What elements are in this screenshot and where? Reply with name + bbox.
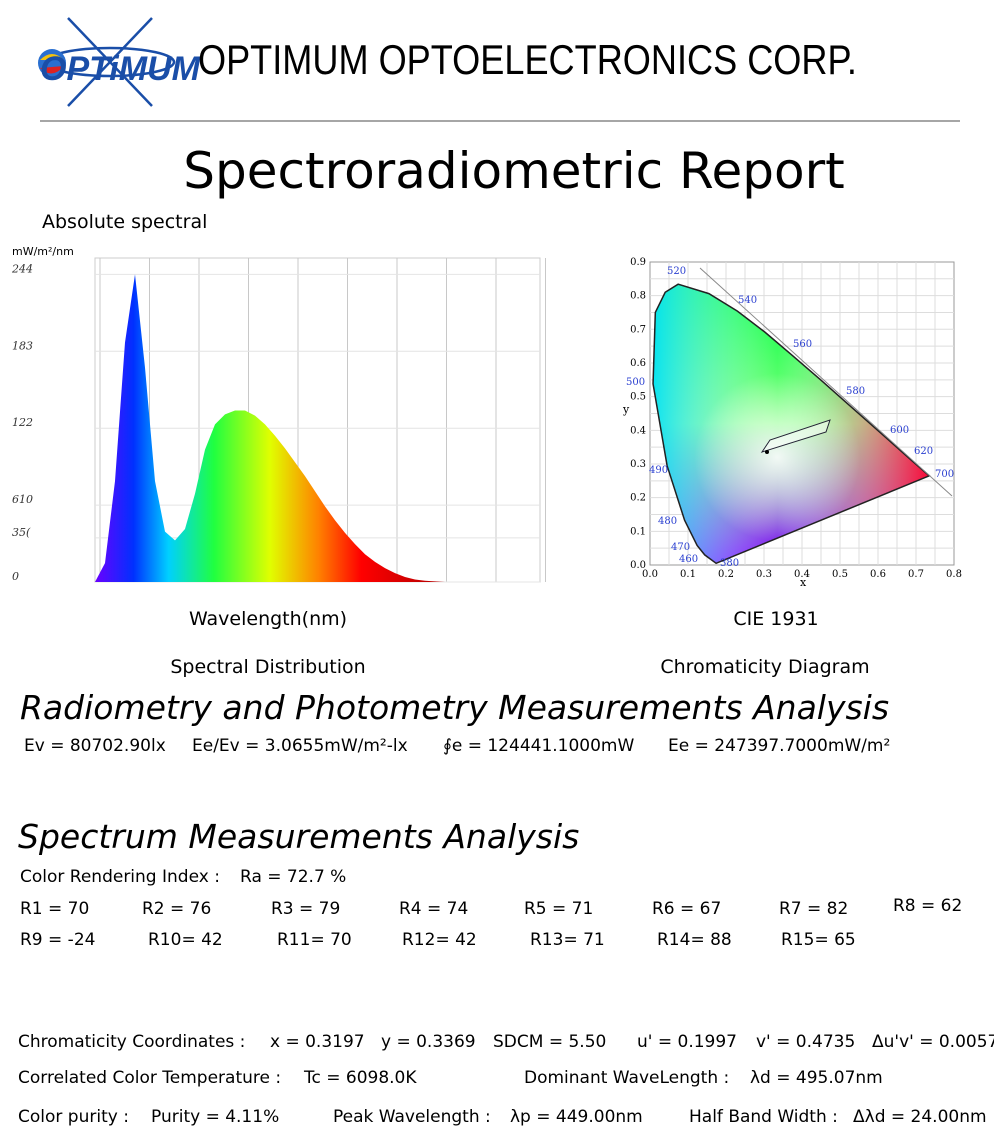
label: Chromaticity Coordinates : [18,1032,246,1052]
wavelength-label: 620 [914,446,933,457]
planckian-region [760,419,831,453]
spectral-chart: 0 35( 610 122 183 244 [11,257,546,583]
y-tick-label: 0.1 [630,526,646,537]
y-tick-label: 122 [12,416,33,429]
label: Color purity : [18,1107,129,1127]
cri-value: R8 = 62 [893,896,963,916]
measurement: v' = 0.4735 [756,1032,856,1052]
x-tick-label: 0.2 [718,569,734,580]
measurement: x = 0.3197 [270,1032,365,1052]
x-tick-label: 0.3 [756,569,772,580]
cri-value: R2 = 76 [142,899,212,919]
y-axis-label: y [622,403,630,416]
section-heading: Spectrum Measurements Analysis [18,817,580,856]
x-axis-label: Wavelength(nm) [188,608,348,630]
gamut-white [652,283,931,565]
y-tick-label: 183 [12,339,33,352]
caption: Chromaticity Diagram [660,656,870,678]
measurement: Ev = 80702.90lx [24,736,166,756]
label: Half Band Width : [689,1107,838,1127]
logo [38,17,176,107]
y-tick-label: 244 [11,262,33,275]
y-tick-label: 0.8 [630,291,646,302]
cie-name: CIE 1931 [733,608,819,630]
measurement: Ee = 247397.7000mW/m² [668,736,891,756]
wavelength-label: 700 [935,469,954,480]
wavelength-label: 600 [890,425,909,436]
logo-text: OPTiMUM [40,50,201,88]
measurement: u' = 0.1997 [637,1032,737,1052]
cri-value: R3 = 79 [271,899,341,919]
measurement: λd = 495.07nm [750,1068,883,1088]
wavelength-label: 500 [626,377,645,388]
spectrum-area [95,274,445,582]
wavelength-label: 490 [649,465,668,476]
label: Peak Wavelength : [333,1107,491,1127]
measurement: y = 0.3369 [381,1032,476,1052]
x-tick-label: 0.1 [680,569,696,580]
y-tick-label: 0.2 [630,493,646,504]
y-tick-label: 0 [12,570,19,583]
y-tick-label: 35( [12,526,31,539]
y-tick-label: 0.5 [630,392,646,403]
measurement: Tc = 6098.0K [304,1068,417,1088]
measurement: λp = 449.00nm [510,1107,643,1127]
y-tick-label: 0.7 [630,324,646,335]
cri-value: R7 = 82 [779,899,849,919]
label: Color Rendering Index : [20,867,220,887]
x-tick-label: 0.7 [908,569,924,580]
cri-value: R13= 71 [530,930,605,950]
measurement: Ra = 72.7 % [240,867,347,887]
x-tick-label: 0.5 [832,569,848,580]
company-name: OPTIMUM OPTOELECTRONICS CORP. [198,36,857,83]
y-tick-label: 0.6 [630,358,646,369]
cri-value: R4 = 74 [399,899,469,919]
wavelength-label: 460 [679,554,698,565]
cri-value: R10= 42 [148,930,223,950]
y-tick-label: 610 [12,493,33,506]
guide-line [699,267,953,497]
y-tick-label: 0.3 [630,459,646,470]
measured-point [765,450,769,454]
caption: Spectral Distribution [170,656,366,678]
cri-value: R12= 42 [402,930,477,950]
measurement: Ee/Ev = 3.0655mW/m²-lx [192,736,408,756]
y-tick-label: 0.0 [630,560,646,571]
cri-value: R14= 88 [657,930,732,950]
cri-value: R11= 70 [277,930,352,950]
cie-chart: 0.0 0.1 0.2 0.3 0.4 0.5 0.6 0.7 0.8 0.0 0.1 0.2 0.3 0… [622,257,962,589]
measurement: SDCM = 5.50 [493,1032,607,1052]
x-tick-label: 0.8 [946,569,962,580]
wavelength-label: 540 [738,295,757,306]
x-tick-label: 0.0 [642,569,658,580]
report-title: Spectroradiometric Report [183,142,845,200]
wavelength-label: 580 [846,386,865,397]
cri-value: R15= 65 [781,930,856,950]
cri-value: R9 = -24 [20,930,96,950]
cri-value: R6 = 67 [652,899,722,919]
label: Correlated Color Temperature : [18,1068,282,1088]
wavelength-label: 380 [720,558,739,569]
wavelength-label: 560 [793,339,812,350]
y-axis-label: mW/m²/nm [12,245,74,258]
x-tick-label: 0.6 [870,569,886,580]
cri-value: R5 = 71 [524,899,594,919]
y-tick-label: 0.4 [630,425,646,436]
measurement: ∮e = 124441.1000mW [443,736,635,756]
y-tick-label: 0.9 [630,257,646,268]
x-axis-label: x [800,576,807,589]
wavelength-label: 520 [667,266,686,277]
x-tick-label: 0.4 [794,569,810,580]
label: Dominant WaveLength : [524,1068,730,1088]
wavelength-label: 480 [658,516,677,527]
measurement: Δλd = 24.00nm [853,1107,987,1127]
section-heading: Radiometry and Photometry Measurements A… [20,688,890,727]
wavelength-label: 470 [671,542,690,553]
measurement: Purity = 4.11% [151,1107,280,1127]
measurement: Δu'v' = 0.0057 [872,1032,994,1052]
cri-value: R1 = 70 [20,899,90,919]
spectral-heading: Absolute spectral [42,211,208,233]
